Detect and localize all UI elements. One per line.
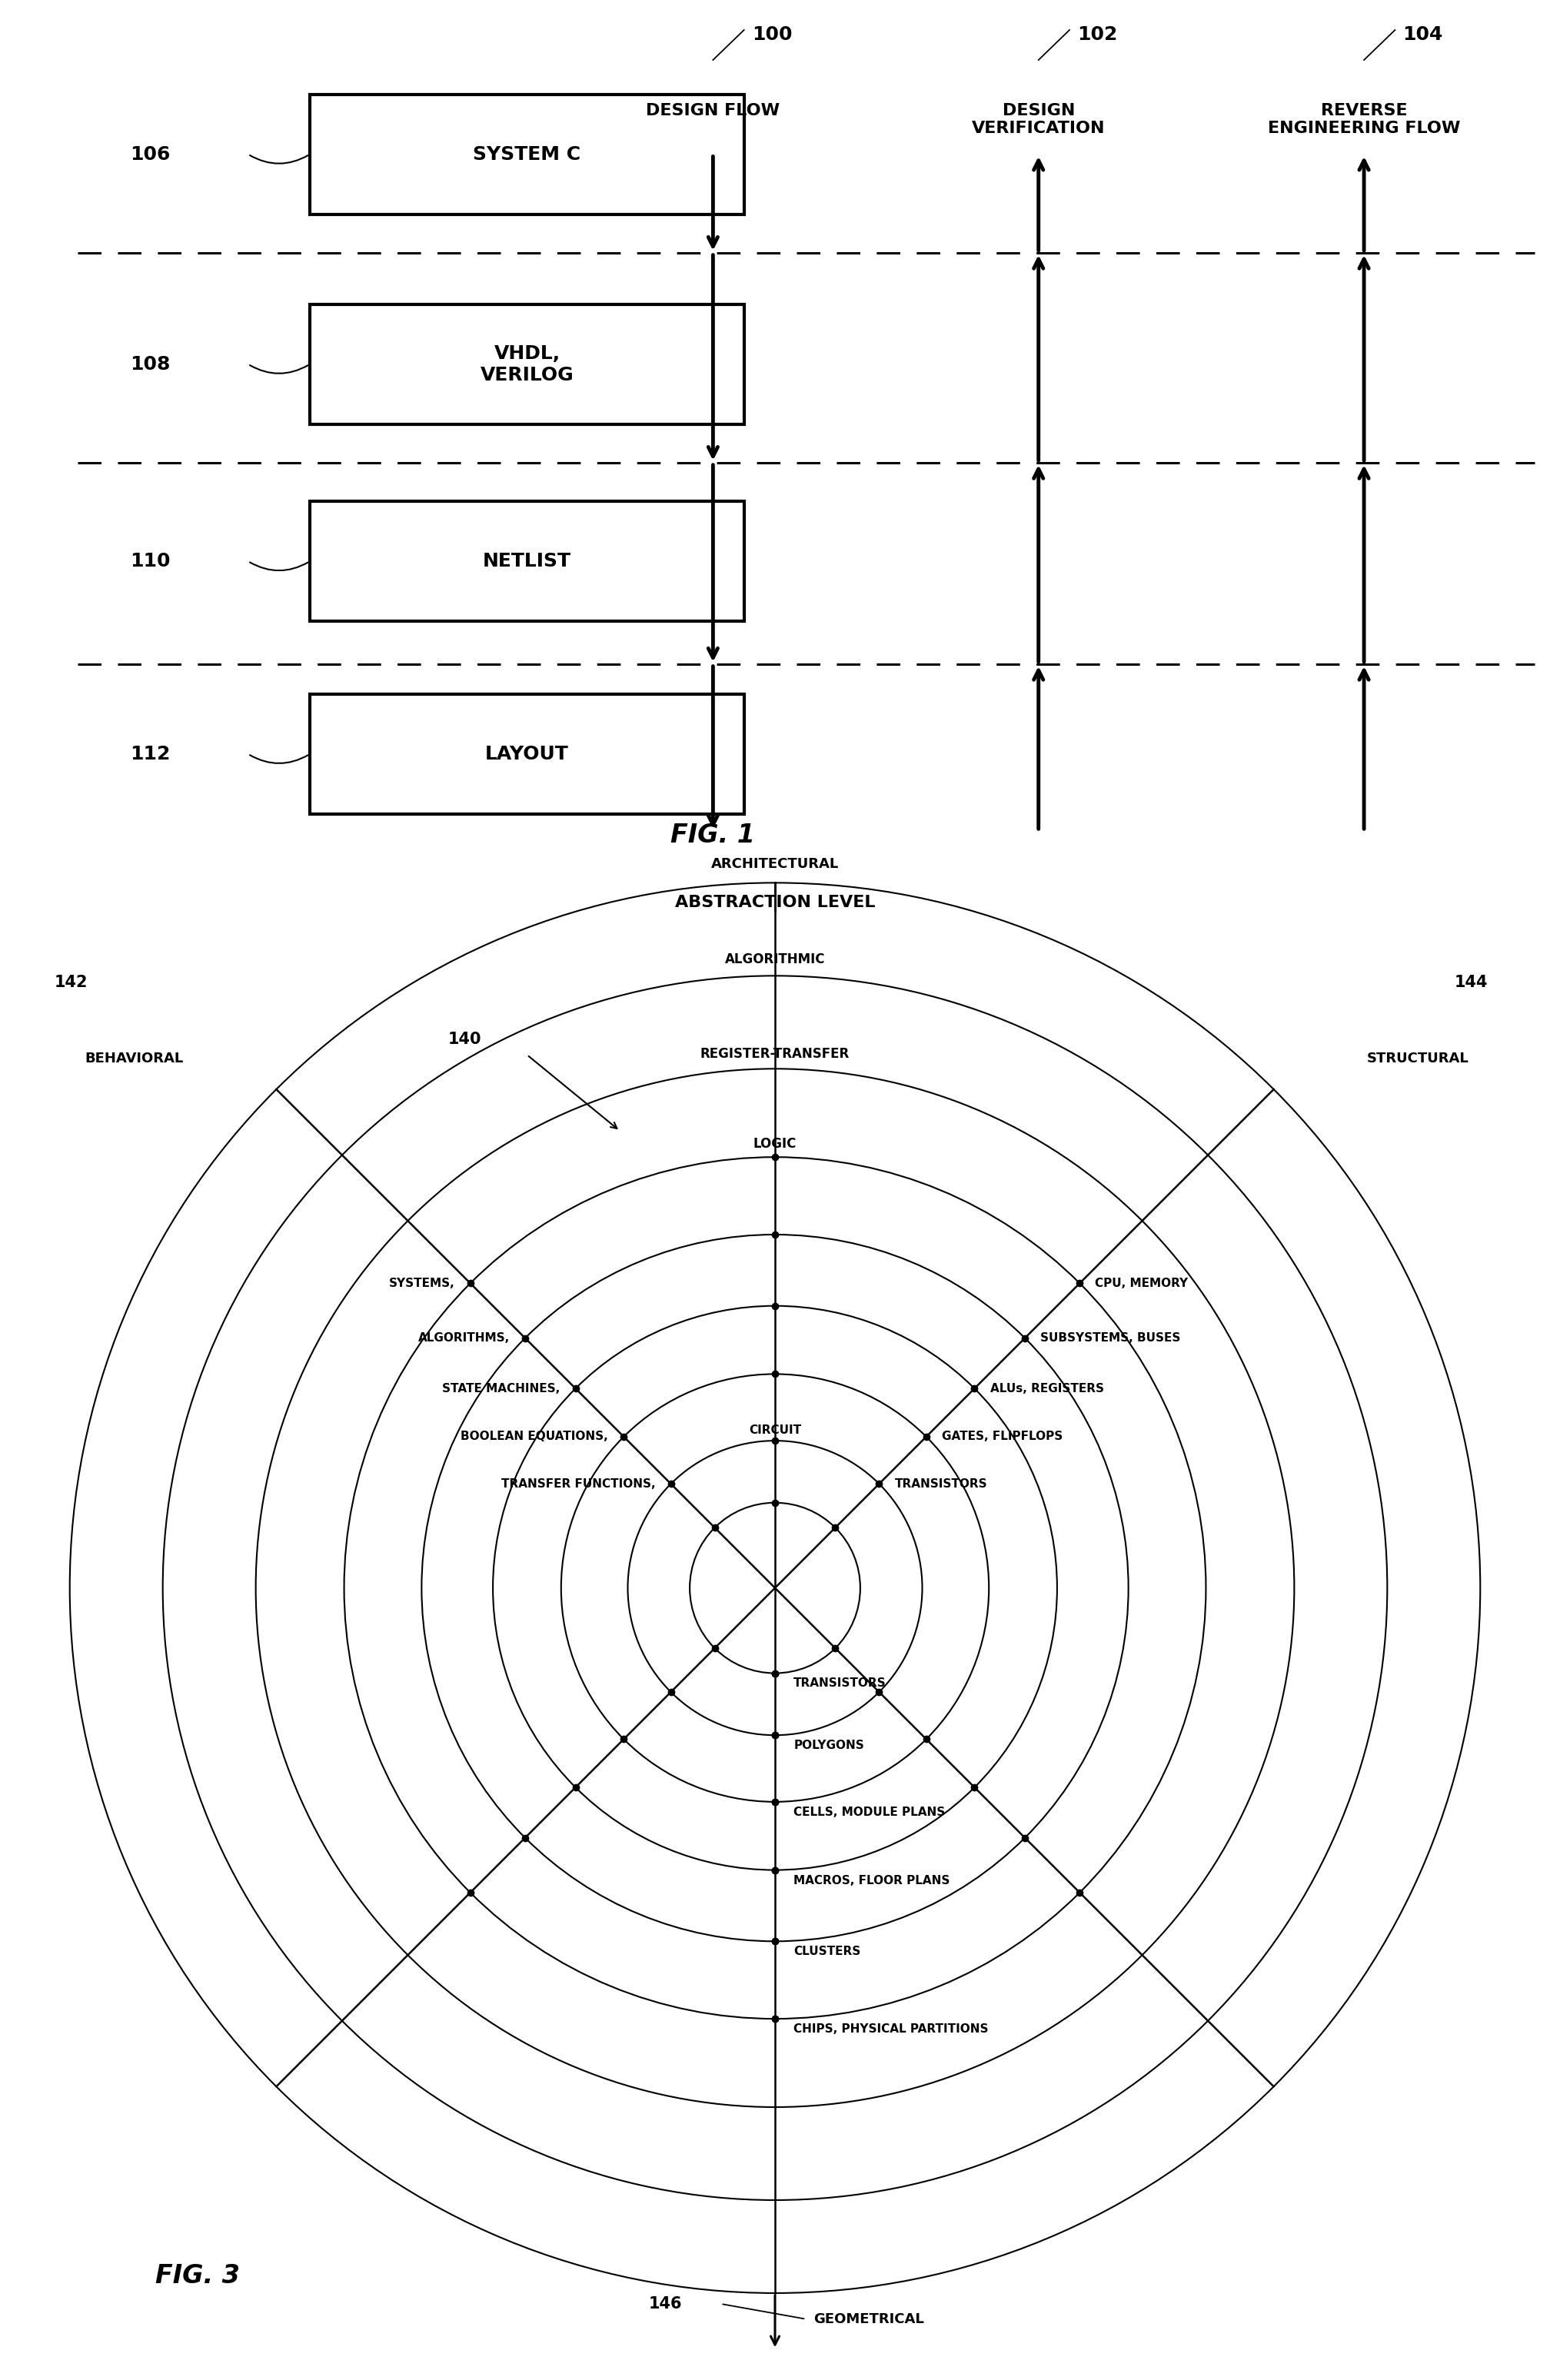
Text: 144: 144 bbox=[1454, 976, 1488, 990]
Text: NETLIST: NETLIST bbox=[482, 552, 572, 571]
Text: STRUCTURAL: STRUCTURAL bbox=[1367, 1052, 1469, 1066]
Text: VHDL,
VERILOG: VHDL, VERILOG bbox=[481, 345, 574, 383]
Bar bbox=[310, 695, 744, 814]
Text: TRANSFER FUNCTIONS,: TRANSFER FUNCTIONS, bbox=[501, 1478, 656, 1490]
Text: 106: 106 bbox=[130, 145, 171, 164]
Text: ALUs, REGISTERS: ALUs, REGISTERS bbox=[990, 1383, 1104, 1395]
Text: SYSTEM C: SYSTEM C bbox=[473, 145, 581, 164]
Text: SUBSYSTEMS, BUSES: SUBSYSTEMS, BUSES bbox=[1040, 1333, 1181, 1345]
Text: CHIPS, PHYSICAL PARTITIONS: CHIPS, PHYSICAL PARTITIONS bbox=[794, 2023, 989, 2035]
Text: 104: 104 bbox=[1403, 26, 1443, 45]
Text: REVERSE
ENGINEERING FLOW: REVERSE ENGINEERING FLOW bbox=[1268, 102, 1460, 136]
Text: FIG. 3: FIG. 3 bbox=[155, 2263, 240, 2290]
Text: 142: 142 bbox=[54, 976, 88, 990]
Bar bbox=[310, 95, 744, 214]
Text: ARCHITECTURAL: ARCHITECTURAL bbox=[711, 857, 839, 871]
Text: GATES, FLIPFLOPS: GATES, FLIPFLOPS bbox=[942, 1430, 1063, 1442]
Text: TRANSISTORS: TRANSISTORS bbox=[794, 1678, 887, 1690]
Text: BOOLEAN EQUATIONS,: BOOLEAN EQUATIONS, bbox=[460, 1430, 608, 1442]
Text: ABSTRACTION LEVEL: ABSTRACTION LEVEL bbox=[674, 895, 876, 909]
Text: TRANSISTORS: TRANSISTORS bbox=[894, 1478, 987, 1490]
Text: CPU, MEMORY: CPU, MEMORY bbox=[1096, 1278, 1189, 1290]
Text: LAYOUT: LAYOUT bbox=[485, 745, 569, 764]
Text: 146: 146 bbox=[648, 2297, 682, 2311]
Bar bbox=[310, 305, 744, 424]
Text: LOGIC: LOGIC bbox=[753, 1138, 797, 1152]
Text: MACROS, FLOOR PLANS: MACROS, FLOOR PLANS bbox=[794, 1875, 950, 1885]
Text: FIG. 1: FIG. 1 bbox=[671, 823, 755, 847]
Text: CELLS, MODULE PLANS: CELLS, MODULE PLANS bbox=[794, 1806, 946, 1818]
Text: CIRCUIT: CIRCUIT bbox=[749, 1426, 801, 1435]
Text: 100: 100 bbox=[752, 26, 792, 45]
Text: 102: 102 bbox=[1077, 26, 1118, 45]
Bar bbox=[310, 502, 744, 621]
Text: CLUSTERS: CLUSTERS bbox=[794, 1947, 860, 1956]
Text: DESIGN
VERIFICATION: DESIGN VERIFICATION bbox=[972, 102, 1105, 136]
Text: STATE MACHINES,: STATE MACHINES, bbox=[442, 1383, 560, 1395]
Text: 112: 112 bbox=[130, 745, 171, 764]
Text: REGISTER-TRANSFER: REGISTER-TRANSFER bbox=[701, 1047, 849, 1061]
Text: 110: 110 bbox=[130, 552, 171, 571]
Text: BEHAVIORAL: BEHAVIORAL bbox=[85, 1052, 183, 1066]
Text: ALGORITHMS,: ALGORITHMS, bbox=[419, 1333, 510, 1345]
Text: 140: 140 bbox=[448, 1033, 482, 1047]
Text: POLYGONS: POLYGONS bbox=[794, 1740, 865, 1752]
Text: ALGORITHMIC: ALGORITHMIC bbox=[725, 952, 825, 966]
Text: DESIGN FLOW: DESIGN FLOW bbox=[646, 102, 780, 119]
Text: 108: 108 bbox=[130, 355, 171, 374]
Text: SYSTEMS,: SYSTEMS, bbox=[389, 1278, 454, 1290]
Text: GEOMETRICAL: GEOMETRICAL bbox=[814, 2311, 924, 2325]
